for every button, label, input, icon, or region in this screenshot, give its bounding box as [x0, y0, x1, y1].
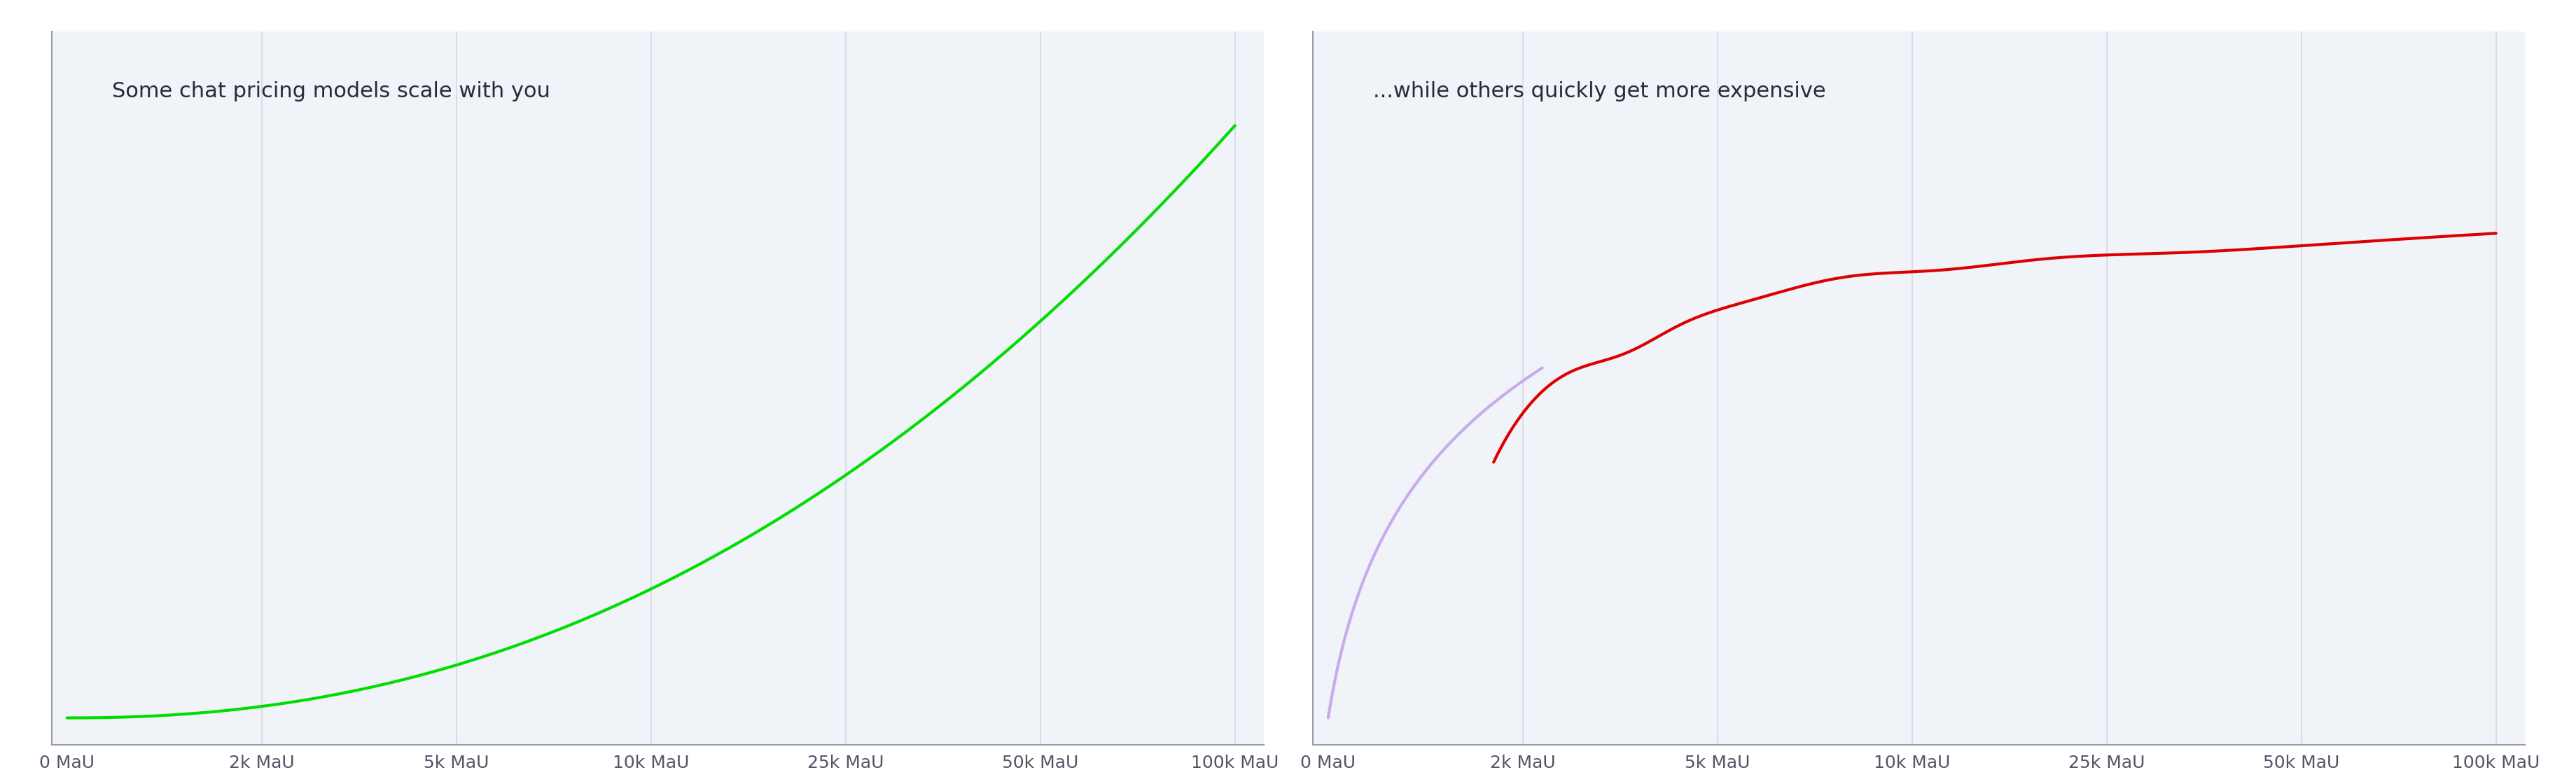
Text: Some chat pricing models scale with you: Some chat pricing models scale with you	[113, 82, 551, 102]
Text: ...while others quickly get more expensive: ...while others quickly get more expensi…	[1373, 82, 1826, 102]
